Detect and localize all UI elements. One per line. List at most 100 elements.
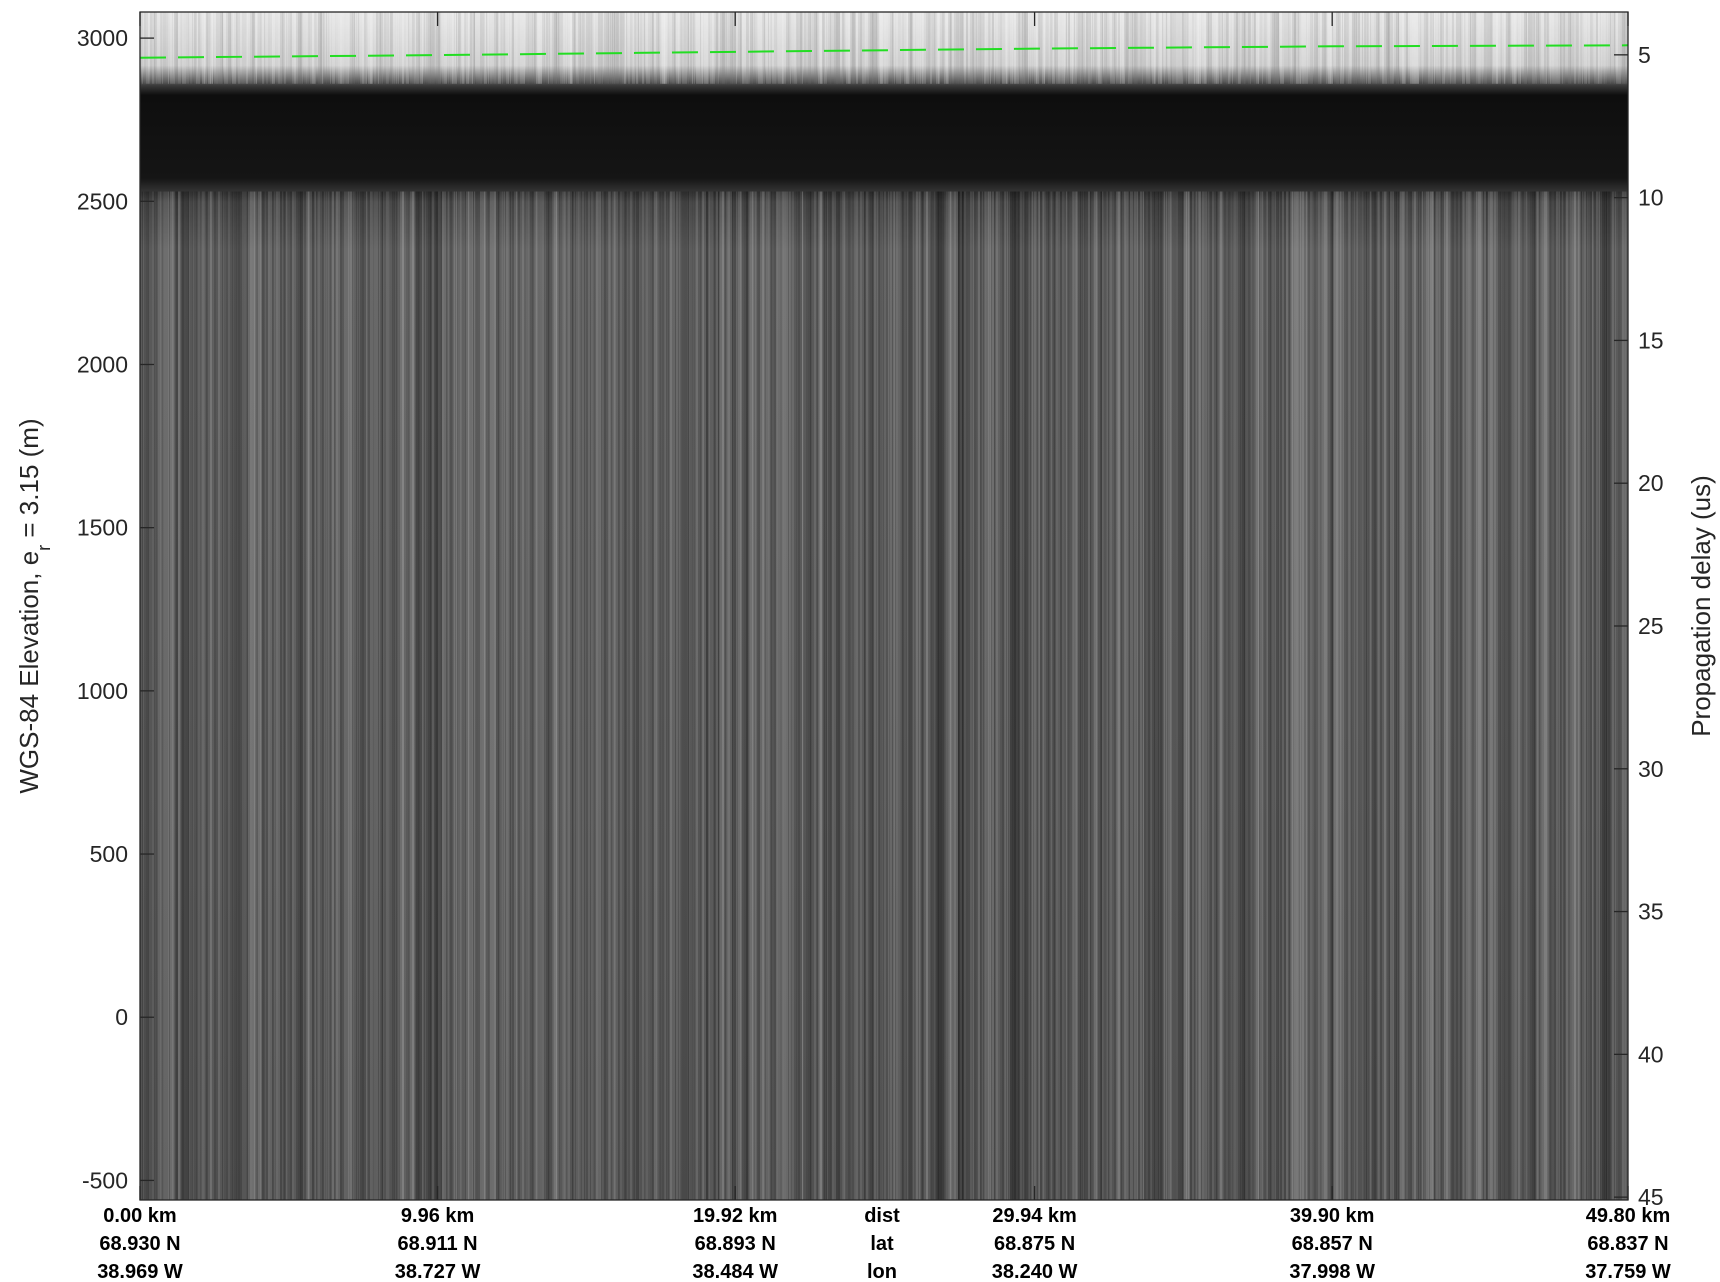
texture-stripe <box>834 191 838 1200</box>
texture-stripe <box>158 191 161 1200</box>
texture-stripe <box>1596 191 1598 1200</box>
texture-stripe <box>948 12 951 84</box>
texture-stripe <box>182 191 186 1200</box>
texture-stripe <box>348 12 352 84</box>
texture-stripe <box>760 191 765 1200</box>
texture-stripe <box>306 191 309 1200</box>
texture-stripe <box>156 191 158 1200</box>
texture-stripe <box>228 191 231 1200</box>
texture-stripe <box>254 191 257 1200</box>
texture-stripe <box>1160 12 1162 84</box>
texture-stripe <box>502 191 503 1200</box>
texture-stripe <box>174 191 178 1200</box>
texture-stripe <box>194 191 197 1200</box>
texture-stripe <box>866 12 869 84</box>
texture-stripe <box>1060 191 1065 1200</box>
texture-stripe <box>420 12 423 84</box>
texture-stripe <box>814 12 817 84</box>
texture-stripe <box>1392 12 1394 84</box>
texture-stripe <box>368 191 372 1200</box>
texture-stripe <box>1246 191 1251 1200</box>
texture-stripe <box>462 12 464 84</box>
texture-stripe <box>476 12 478 84</box>
texture-stripe <box>746 191 749 1200</box>
texture-stripe <box>674 191 675 1200</box>
texture-stripe <box>186 12 189 84</box>
texture-stripe <box>344 191 346 1200</box>
texture-stripe <box>1334 12 1339 84</box>
texture-stripe <box>1394 191 1397 1200</box>
texture-stripe <box>928 12 932 84</box>
echogram-texture <box>140 12 1628 1200</box>
texture-stripe <box>592 12 593 84</box>
texture-stripe <box>1192 12 1197 84</box>
texture-stripe <box>1310 191 1312 1200</box>
texture-stripe <box>1002 191 1004 1200</box>
texture-stripe <box>660 191 665 1200</box>
texture-stripe <box>1320 12 1321 84</box>
texture-stripe <box>530 12 535 84</box>
texture-stripe <box>360 191 364 1200</box>
texture-stripe <box>898 191 901 1200</box>
texture-stripe <box>674 12 675 84</box>
texture-stripe <box>1600 12 1601 84</box>
texture-stripe <box>1496 191 1498 1200</box>
texture-stripe <box>1570 12 1572 84</box>
texture-stripe <box>834 12 838 84</box>
texture-stripe <box>176 191 178 1200</box>
texture-stripe <box>900 191 903 1200</box>
texture-stripe <box>1420 191 1421 1200</box>
texture-stripe <box>328 191 329 1200</box>
texture-stripe <box>1382 191 1387 1200</box>
texture-stripe <box>444 12 446 84</box>
texture-stripe <box>974 12 976 84</box>
texture-stripe <box>1432 12 1433 84</box>
texture-stripe <box>1286 12 1289 84</box>
texture-stripe <box>262 191 264 1200</box>
texture-stripe <box>812 12 817 84</box>
texture-stripe <box>724 12 727 84</box>
texture-stripe <box>170 12 175 84</box>
texture-stripe <box>1484 191 1486 1200</box>
texture-stripe <box>376 12 381 84</box>
texture-stripe <box>646 12 650 84</box>
texture-stripe <box>1352 12 1357 84</box>
texture-stripe <box>1266 191 1268 1200</box>
texture-stripe <box>784 191 786 1200</box>
texture-stripe <box>1208 191 1209 1200</box>
texture-stripe <box>588 12 592 84</box>
plot-frame <box>139 11 1629 1201</box>
texture-stripe <box>686 12 689 84</box>
texture-stripe <box>682 191 687 1200</box>
texture-stripe <box>314 191 316 1200</box>
texture-stripe <box>342 12 344 84</box>
texture-stripe <box>784 12 786 84</box>
texture-stripe <box>1290 191 1293 1200</box>
texture-stripe <box>808 191 811 1200</box>
texture-stripe <box>1368 191 1371 1200</box>
left-tick-label: 2000 <box>77 351 128 377</box>
texture-stripe <box>672 191 676 1200</box>
texture-stripe <box>1116 191 1121 1200</box>
texture-stripe <box>496 191 499 1200</box>
texture-stripe <box>804 12 806 84</box>
texture-stripe <box>642 191 644 1200</box>
texture-stripe <box>1378 191 1379 1200</box>
texture-stripe <box>1248 191 1251 1200</box>
texture-stripe <box>950 12 952 84</box>
texture-stripe <box>502 12 503 84</box>
texture-stripe <box>1080 191 1081 1200</box>
texture-stripe <box>942 191 945 1200</box>
texture-stripe <box>504 191 505 1200</box>
texture-stripe <box>184 191 189 1200</box>
texture-stripe <box>1512 191 1516 1200</box>
texture-stripe <box>458 191 461 1200</box>
texture-stripe <box>1192 191 1197 1200</box>
texture-stripe <box>842 12 844 84</box>
texture-stripe <box>522 12 525 84</box>
texture-stripe <box>1280 12 1284 84</box>
texture-stripe <box>668 191 669 1200</box>
texture-stripe <box>432 12 435 84</box>
texture-stripe <box>1268 12 1271 84</box>
texture-stripe <box>1586 12 1587 84</box>
